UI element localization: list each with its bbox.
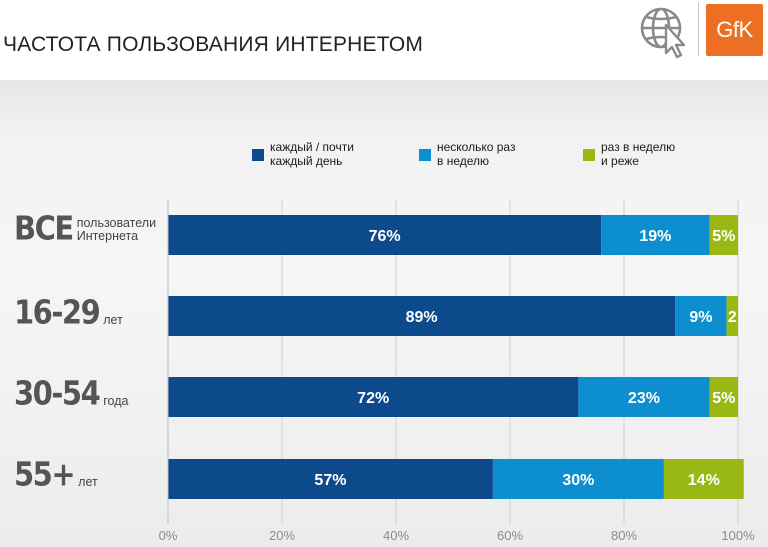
data-label: 72% [357, 390, 389, 407]
x-tick-label: 0% [159, 528, 178, 543]
legend-label-daily: каждый / почти каждый день [270, 140, 354, 168]
legend-swatch-several-weekly [419, 149, 431, 161]
row-label-small: лет [78, 475, 98, 489]
legend-item-several-weekly: несколько раз в неделю [419, 140, 515, 168]
data-label: 2 [728, 309, 737, 326]
bar-segment [601, 215, 710, 255]
row-label-big: 16-29 [14, 293, 101, 332]
row-label-big: 30-54 [14, 374, 101, 413]
legend-label-weekly-or-less: раз в неделю и реже [601, 140, 676, 168]
legend-swatch-daily [252, 149, 264, 161]
x-tick-label: 100% [721, 528, 755, 543]
bar-segment [492, 459, 664, 499]
row-label-big: 55+ [14, 455, 76, 494]
x-tick-label: 20% [269, 528, 295, 543]
page-title: ЧАСТОТА ПОЛЬЗОВАНИЯ ИНТЕРНЕТОМ [3, 33, 424, 56]
x-tick-label: 60% [497, 528, 523, 543]
logo-separator [698, 2, 699, 56]
row-label-all: ВСЕ пользователи Интернета [14, 209, 157, 248]
bar-segment [168, 215, 602, 255]
row-label-55plus: 55+ лет [14, 455, 98, 494]
bar-segment [168, 377, 579, 417]
bar-segment [168, 459, 493, 499]
legend-swatch-weekly-or-less [583, 149, 595, 161]
bar-segment [726, 296, 738, 336]
bar-segment [709, 377, 738, 417]
data-label: 5% [712, 390, 735, 407]
bar-segment [578, 377, 710, 417]
data-label: 89% [406, 309, 438, 326]
legend-item-weekly-or-less: раз в неделю и реже [583, 140, 675, 168]
data-label: 19% [639, 228, 671, 245]
data-label: 30% [562, 472, 594, 489]
data-label: 76% [369, 228, 401, 245]
data-label: 5% [712, 228, 735, 245]
row-label-big: ВСЕ [14, 209, 74, 248]
data-label: 23% [628, 390, 660, 407]
row-label-16-29: 16-29 лет [14, 293, 123, 332]
bar-segment [168, 296, 676, 336]
bar-segment [709, 215, 738, 255]
data-label: 14% [688, 472, 720, 489]
gfk-logo: GfK [706, 4, 763, 56]
data-label: 9% [689, 309, 712, 326]
row-label-small: года [103, 394, 129, 408]
data-label: 57% [314, 472, 346, 489]
x-tick-label: 80% [611, 528, 637, 543]
bar-segment [675, 296, 727, 336]
row-label-30-54: 30-54 года [14, 374, 129, 413]
globe-cursor-icon [640, 7, 686, 59]
row-label-small: пользователи Интернета [76, 216, 157, 243]
x-tick-label: 40% [383, 528, 409, 543]
legend-item-daily: каждый / почти каждый день [252, 140, 354, 168]
bar-segment [663, 459, 744, 499]
legend-label-several-weekly: несколько раз в неделю [437, 140, 516, 168]
row-label-small: лет [103, 313, 123, 327]
